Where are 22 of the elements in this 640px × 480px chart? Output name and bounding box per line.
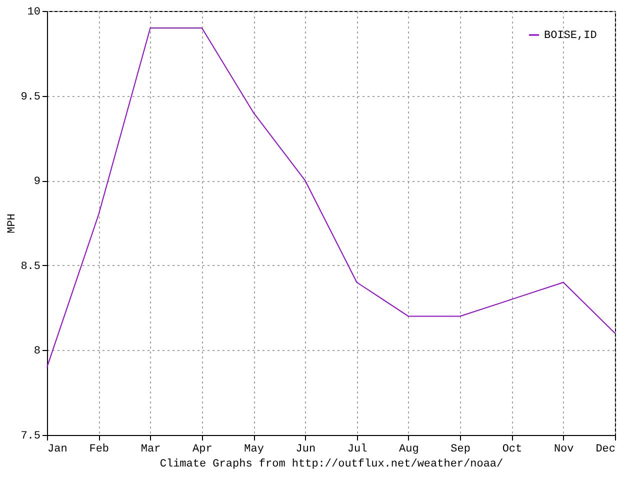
x-tick-label: Nov [554,444,574,456]
x-tick-label: May [244,444,264,456]
x-tick-label: Dec [596,444,616,456]
x-tick-label: Jan [48,444,68,456]
x-tick-label: Aug [399,444,419,456]
y-axis-title: MPH [6,214,19,234]
y-tick-label: 8 [34,346,40,358]
y-tick-label: 10 [27,6,40,18]
y-tick-label: 9 [34,176,40,188]
x-tick-label: Mar [140,444,161,456]
x-tick-label: Jun [296,444,316,456]
y-tick-label: 9.5 [20,91,40,104]
x-tick-label: Apr [192,444,212,456]
x-tick-label: Sep [450,444,470,456]
x-tick-label: Oct [502,444,522,456]
line-series [46,27,616,368]
x-tick-label: Jul [347,444,368,456]
y-tick-label: 8.5 [20,260,40,273]
legend-label: BOISE,ID [544,30,598,42]
x-tick-label: Feb [89,444,110,456]
y-tick-label: 7.5 [20,430,40,442]
x-axis-title: Climate Graphs from http://outflux.net/weather/noaa/ [160,458,504,470]
